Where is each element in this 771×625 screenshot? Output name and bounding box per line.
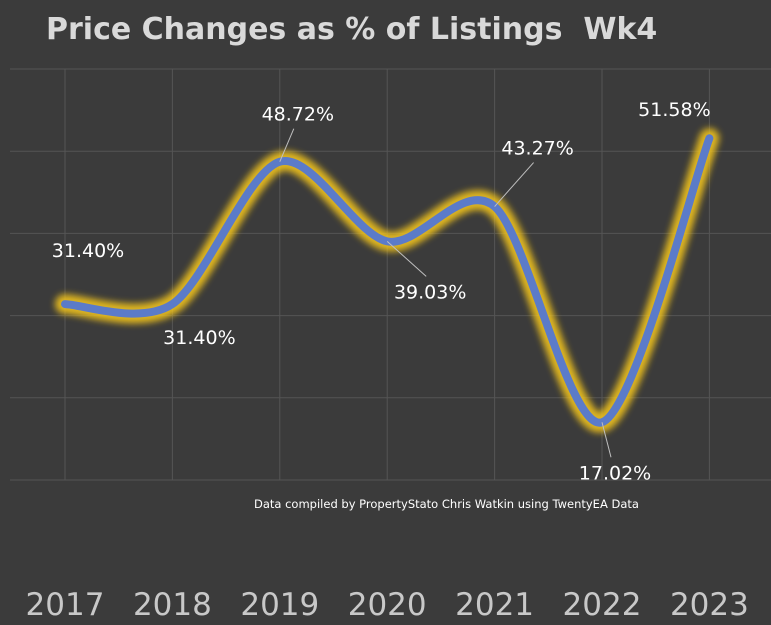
x-tick-label: 2020 <box>348 587 427 623</box>
label-leader-line <box>279 128 295 162</box>
x-axis: 2017 2018 2019 2020 2021 2022 2023 <box>26 587 749 623</box>
chart-title: Price Changes as % of Listings Wk4 <box>46 12 658 47</box>
x-tick-label: 2019 <box>240 587 319 623</box>
label-leader-line <box>494 162 534 207</box>
label-leader-line <box>386 241 427 277</box>
data-label: 48.72% <box>262 104 334 126</box>
series-line <box>55 128 720 433</box>
data-label: 17.02% <box>579 462 651 484</box>
data-label: 31.40% <box>52 240 124 262</box>
data-label: 43.27% <box>501 138 573 160</box>
x-tick-label: 2021 <box>455 587 534 623</box>
x-tick-label: 2017 <box>26 587 105 623</box>
data-label: 39.03% <box>394 281 466 303</box>
data-labels: 31.40% 31.40% 48.72% 39.03% 43.27% 17.02% 51.5… <box>52 99 711 484</box>
data-label: 51.58% <box>638 99 710 121</box>
series-line-path <box>61 134 714 427</box>
x-tick-label: 2022 <box>563 587 642 623</box>
x-tick-label: 2018 <box>133 587 212 623</box>
x-tick-label: 2023 <box>670 587 749 623</box>
label-leader-line <box>601 422 612 458</box>
data-credit-note: Data compiled by PropertyStato Chris Wat… <box>254 497 639 511</box>
data-label: 31.40% <box>163 327 235 349</box>
